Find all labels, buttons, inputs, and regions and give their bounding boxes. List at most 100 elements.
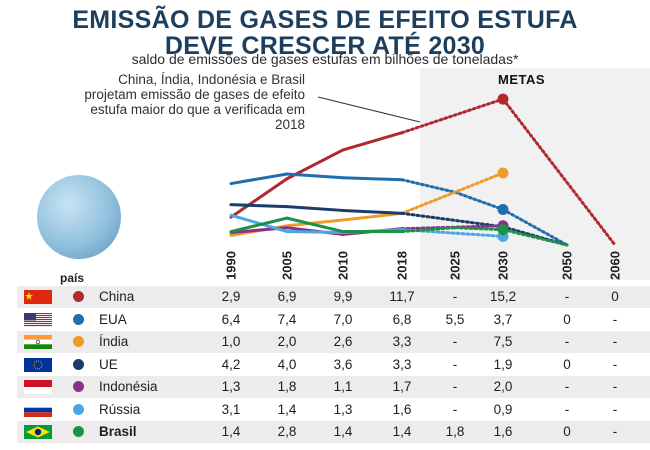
series-line-brazil: [501, 228, 569, 247]
legend-dot: [73, 358, 84, 370]
value-cell-2005: 2,0: [277, 334, 297, 349]
point-2030-usa: [497, 203, 509, 215]
value-cell-2010: 1,3: [333, 401, 353, 417]
year-header-2030: 2030: [495, 251, 511, 280]
series-line-brazil: [285, 216, 345, 234]
value-cell-2060: -: [612, 379, 618, 394]
table-row: Indonésia 1,3 1,8 1,1 1,7 - 2,0 - -: [0, 376, 650, 398]
series-line-brazil: [229, 216, 289, 234]
value-cell-2030: 3,7: [493, 311, 513, 327]
value-cell-1990: 2,9: [221, 289, 241, 304]
value-cell-2005: 7,4: [277, 311, 297, 327]
value-cell-2060: -: [612, 356, 618, 372]
series-line-india: [400, 171, 505, 215]
value-cell-2005: 6,9: [277, 289, 297, 304]
series-line-india: [285, 218, 345, 228]
title-line-1: EMISSÃO DE GASES DE EFEITO ESTUFA: [72, 6, 578, 34]
value-cell-2060: -: [612, 334, 618, 349]
russia-flag-icon: [24, 402, 52, 417]
value-cell-2060: -: [612, 401, 618, 417]
value-cell-1990: 1,4: [221, 424, 241, 439]
series-line-eu: [285, 205, 345, 212]
value-cell-2050: 0: [563, 424, 571, 439]
year-header-2018: 2018: [394, 251, 410, 280]
point-2030-brazil: [497, 224, 509, 236]
series-line-china: [501, 97, 617, 247]
row-background: [17, 331, 650, 353]
point-2030-china: [497, 93, 509, 105]
value-cell-2050: -: [564, 401, 570, 417]
value-cell-1990: 4,2: [221, 356, 241, 372]
year-header-2050: 2050: [559, 251, 575, 280]
series-line-eu: [400, 211, 505, 229]
row-background: [17, 421, 650, 443]
value-cell-2018: 11,7: [389, 289, 415, 304]
india-flag-icon: [24, 335, 52, 349]
series-line-usa: [400, 178, 457, 194]
series-line-usa: [229, 172, 289, 186]
year-header-2060: 2060: [607, 251, 623, 280]
value-cell-2018: 6,8: [392, 311, 412, 327]
value-cell-2050: -: [564, 379, 570, 394]
value-cell-2025: -: [452, 356, 458, 372]
table-row: Brasil 1,4 2,8 1,4 1,4 1,8 1,6 0 -: [0, 421, 650, 443]
value-cell-2010: 1,1: [333, 379, 353, 394]
value-cell-2050: 0: [563, 311, 571, 327]
value-cell-2018: 1,6: [392, 401, 412, 417]
value-cell-2060: 0: [611, 289, 619, 304]
value-cell-2030: 7,5: [493, 334, 513, 349]
value-cell-2025: 5,5: [445, 311, 465, 327]
series-line-china: [229, 177, 289, 219]
value-cell-2010: 2,6: [333, 334, 353, 349]
value-cell-2060: -: [612, 424, 618, 439]
value-cell-2030: 1,9: [493, 356, 513, 372]
country-name: Rússia: [99, 401, 141, 417]
value-cell-2050: 0: [563, 356, 571, 372]
value-cell-2025: -: [452, 334, 458, 349]
indonesia-flag-icon: [24, 380, 52, 394]
year-header-1990: 1990: [223, 251, 239, 280]
table-row: China 2,9 6,9 9,9 11,7 - 15,2 - 0: [0, 286, 650, 308]
value-cell-2030: 1,6: [493, 424, 513, 439]
value-cell-2005: 1,8: [277, 379, 297, 394]
table-row: EUA 6,4 7,4 7,0 6,8 5,5 3,7 0 -: [0, 309, 650, 331]
value-cell-1990: 1,3: [221, 379, 241, 394]
value-cell-1990: 1,0: [221, 334, 241, 349]
country-name: Indonésia: [99, 379, 158, 394]
usa-flag-icon: [24, 312, 52, 327]
series-line-china: [341, 131, 404, 152]
metas-label: METAS: [498, 72, 546, 87]
value-cell-2025: 1,8: [445, 424, 465, 439]
country-name: EUA: [99, 311, 127, 327]
legend-dot: [73, 313, 84, 325]
series-line-russia: [285, 230, 345, 235]
title-line-2: DEVE CRESCER ATÉ 2030: [164, 32, 486, 60]
metas-band: [420, 68, 650, 280]
value-cell-2018: 3,3: [392, 334, 412, 349]
country-name: Índia: [99, 334, 129, 349]
series-line-brazil: [400, 226, 457, 234]
value-cell-1990: 6,4: [221, 311, 241, 327]
legend-dot: [73, 403, 84, 415]
row-background: [17, 286, 650, 308]
series-line-usa: [501, 207, 569, 247]
country-name: UE: [99, 356, 118, 372]
value-cell-1990: 3,1: [221, 401, 241, 417]
table-row: UE 4,2 4,0 3,6 3,3 - 1,9 0 -: [0, 354, 650, 376]
value-cell-2005: 4,0: [277, 356, 297, 372]
value-cell-2030: 15,2: [489, 289, 517, 304]
year-header-2025: 2025: [447, 251, 463, 280]
series-line-china: [400, 97, 505, 135]
value-cell-2025: -: [452, 401, 458, 417]
series-line-usa: [285, 172, 345, 180]
china-flag-icon: [24, 290, 52, 304]
legend-dot: [73, 426, 84, 437]
value-cell-2018: 1,4: [392, 424, 412, 439]
legend-dot: [73, 291, 84, 302]
country-name: Brasil: [99, 424, 137, 439]
series-line-eu: [229, 203, 289, 209]
legend-dot: [73, 336, 84, 347]
table-header-pais: país: [60, 271, 85, 285]
value-cell-2030: 0,9: [493, 401, 513, 417]
year-header-2010: 2010: [335, 251, 351, 280]
